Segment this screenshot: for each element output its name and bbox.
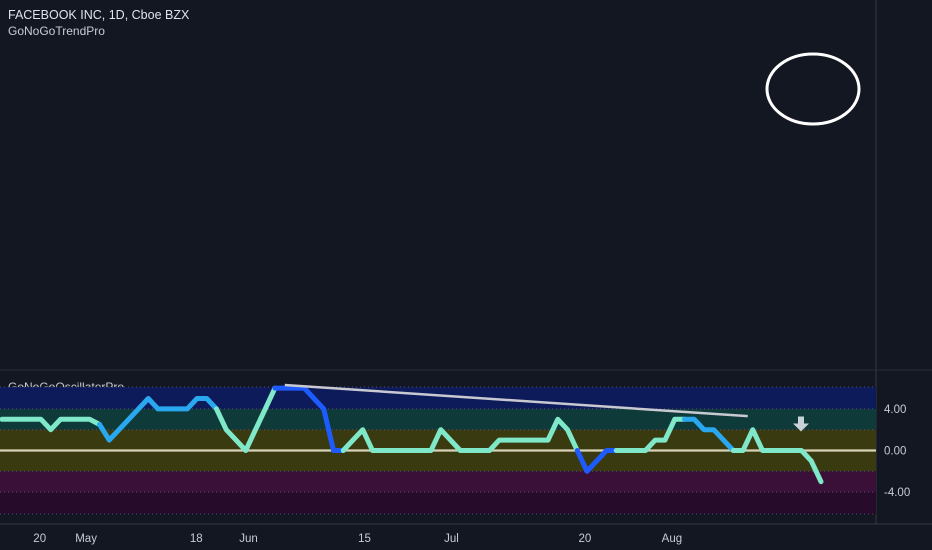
osc-zone-strong-nogo: [0, 492, 876, 514]
oscillator-line: [682, 416, 736, 453]
time-tick-label: 20: [33, 533, 46, 545]
osc-tick-label: 4.00: [884, 404, 906, 416]
oscillator-line: [97, 396, 219, 443]
chart-title: FACEBOOK INC, 1D, Cboe BZX: [8, 8, 190, 22]
time-tick-label: Jul: [444, 533, 459, 545]
oscillator-line: [0, 416, 102, 433]
oscillator-line: [574, 448, 619, 474]
oscillator-line: [730, 427, 824, 485]
oscillator-line: [272, 385, 346, 453]
arrow-down-icon: [793, 416, 809, 432]
osc-zone-strong: [0, 387, 876, 409]
time-tick-label: May: [75, 533, 97, 545]
time-tick-label: 15: [358, 533, 371, 545]
time-tick-label: 18: [190, 533, 203, 545]
time-tick-label: Jun: [239, 533, 258, 545]
annotation-circle: [765, 52, 861, 126]
osc-zone-nogo: [0, 471, 876, 493]
indicator-name: GoNoGoTrendPro: [8, 24, 105, 38]
divergence-trendline: [284, 383, 748, 418]
time-tick-label: 20: [579, 533, 592, 545]
oscillator-line: [214, 385, 278, 453]
oscillator-line: [340, 416, 580, 453]
osc-tick-label: -4.00: [884, 487, 910, 499]
oscillator-line: [613, 416, 687, 453]
osc-tick-label: 0.00: [884, 446, 906, 458]
time-tick-label: Aug: [662, 533, 682, 545]
